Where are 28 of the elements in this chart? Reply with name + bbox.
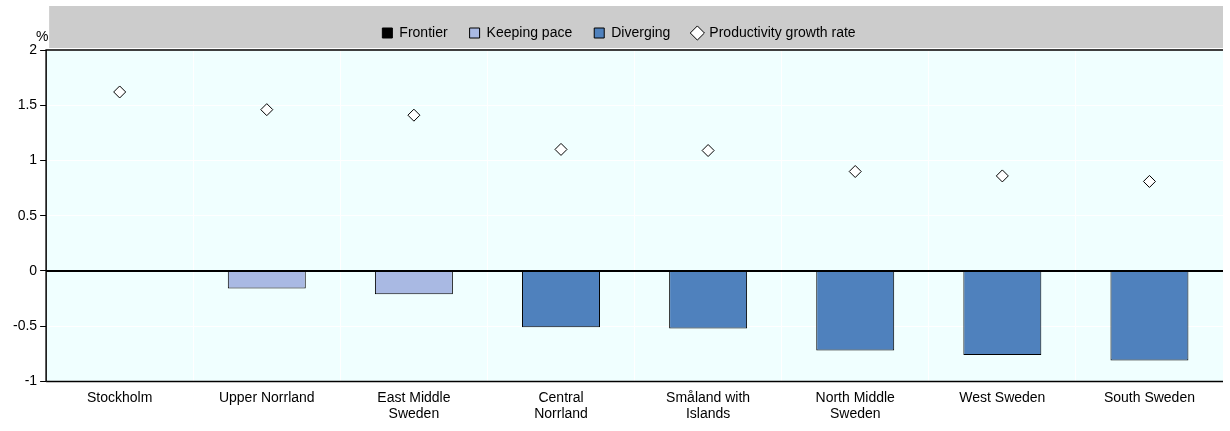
point bbox=[407, 108, 421, 122]
point bbox=[1142, 174, 1156, 188]
x-tick-label: Stockholm bbox=[87, 388, 153, 405]
y-tick-label: 0 bbox=[29, 261, 38, 278]
x-tick-label: South Sweden bbox=[1103, 388, 1195, 405]
point bbox=[113, 85, 127, 99]
y-tick-label: 2 bbox=[29, 40, 38, 57]
legend-label: Diverging bbox=[611, 23, 671, 40]
x-tick-label: West Sweden bbox=[959, 388, 1046, 405]
x-tick-label: Central Norrland bbox=[534, 388, 588, 422]
y-tick-label: 1.5 bbox=[17, 96, 38, 113]
point bbox=[848, 165, 862, 179]
y-tick-label: 1 bbox=[29, 151, 38, 168]
x-tick-label: North Middle Sweden bbox=[815, 388, 896, 422]
legend-label: Productivity growth rate bbox=[709, 23, 856, 40]
y-tick-label: -0.5 bbox=[13, 317, 38, 334]
point bbox=[995, 169, 1009, 183]
y-tick-label: -1 bbox=[24, 372, 38, 389]
x-tick-label: Upper Norrland bbox=[218, 388, 315, 405]
point bbox=[554, 142, 568, 156]
x-tick-label: East Middle Sweden bbox=[377, 388, 451, 422]
point bbox=[260, 103, 274, 117]
y-tick-label: 0.5 bbox=[17, 206, 38, 223]
legend-label: Keeping pace bbox=[486, 23, 573, 40]
legend-label: Frontier bbox=[399, 23, 448, 40]
y-axis-title: % bbox=[36, 27, 49, 44]
point bbox=[701, 144, 715, 158]
x-tick-label: Småland with Islands bbox=[666, 388, 751, 422]
